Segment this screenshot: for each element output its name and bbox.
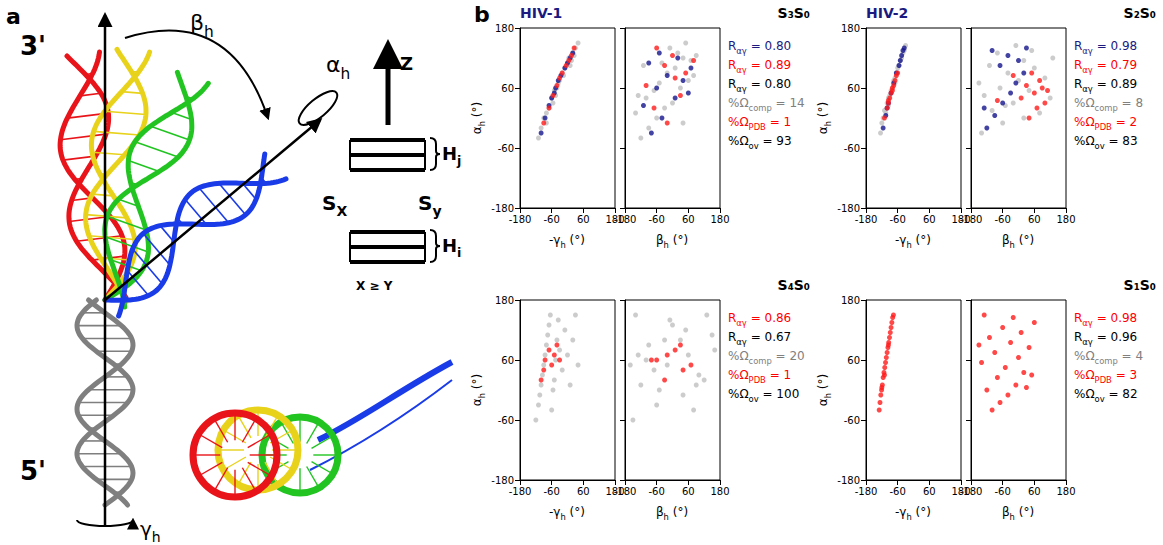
svg-text:180: 180 bbox=[710, 486, 729, 497]
svg-text:HIV-2: HIV-2 bbox=[866, 5, 908, 21]
svg-text:-γh (°): -γh (°) bbox=[549, 233, 585, 250]
svg-text:S₄S₀: S₄S₀ bbox=[778, 277, 810, 293]
svg-text:-180: -180 bbox=[491, 475, 514, 486]
svg-text:%Ωov = 100: %Ωov = 100 bbox=[728, 387, 799, 404]
svg-text:HIV-1: HIV-1 bbox=[520, 5, 562, 21]
svg-text:Rαγ = 0.80: Rαγ = 0.80 bbox=[728, 39, 791, 56]
svg-text:αh (°): αh (°) bbox=[816, 374, 833, 406]
svg-text:-180: -180 bbox=[614, 214, 637, 225]
svg-text:5': 5' bbox=[20, 456, 46, 486]
svg-text:S₂S₀: S₂S₀ bbox=[1124, 5, 1156, 21]
svg-text:βh: βh bbox=[190, 10, 214, 41]
svg-text:-γh (°): -γh (°) bbox=[895, 233, 931, 250]
svg-text:180: 180 bbox=[1056, 214, 1075, 225]
svg-text:-60: -60 bbox=[543, 214, 559, 225]
svg-text:Hi: Hi bbox=[442, 235, 461, 260]
svg-text:%Ωov = 82: %Ωov = 82 bbox=[1074, 387, 1138, 404]
svg-text:-180: -180 bbox=[837, 475, 860, 486]
svg-text:%Ωov = 93: %Ωov = 93 bbox=[728, 134, 792, 151]
svg-text:%Ωcomp = 4: %Ωcomp = 4 bbox=[1074, 349, 1143, 366]
svg-text:-γh (°): -γh (°) bbox=[549, 505, 585, 522]
svg-text:Rαγ = 0.89: Rαγ = 0.89 bbox=[1074, 77, 1137, 94]
svg-text:60: 60 bbox=[847, 355, 860, 366]
svg-text:αh (°): αh (°) bbox=[470, 102, 487, 134]
svg-text:αh (°): αh (°) bbox=[470, 374, 487, 406]
svg-text:180: 180 bbox=[1056, 486, 1075, 497]
svg-text:Sy: Sy bbox=[418, 191, 442, 219]
svg-text:-60: -60 bbox=[498, 415, 514, 426]
svg-text:αh: αh bbox=[326, 52, 350, 83]
svg-text:βh (°): βh (°) bbox=[1002, 233, 1034, 250]
svg-text:Z: Z bbox=[400, 53, 413, 74]
svg-text:60: 60 bbox=[501, 355, 514, 366]
svg-text:a: a bbox=[6, 4, 21, 29]
svg-text:S₃S₀: S₃S₀ bbox=[778, 5, 810, 21]
svg-text:-60: -60 bbox=[648, 214, 664, 225]
svg-text:%ΩPDB = 3: %ΩPDB = 3 bbox=[1074, 368, 1137, 385]
svg-text:-60: -60 bbox=[844, 415, 860, 426]
svg-text:-60: -60 bbox=[498, 143, 514, 154]
svg-text:-180: -180 bbox=[960, 214, 983, 225]
svg-text:-60: -60 bbox=[844, 143, 860, 154]
svg-text:-180: -180 bbox=[855, 214, 878, 225]
svg-text:180: 180 bbox=[495, 295, 514, 306]
svg-text:Rαγ = 0.86: Rαγ = 0.86 bbox=[728, 311, 791, 328]
svg-text:-60: -60 bbox=[889, 214, 905, 225]
svg-text:Rαγ = 0.67: Rαγ = 0.67 bbox=[728, 330, 791, 347]
svg-text:180: 180 bbox=[710, 214, 729, 225]
svg-text:60: 60 bbox=[1028, 486, 1041, 497]
svg-text:-180: -180 bbox=[837, 203, 860, 214]
svg-text:60: 60 bbox=[682, 486, 695, 497]
svg-text:βh (°): βh (°) bbox=[656, 233, 688, 250]
svg-text:60: 60 bbox=[923, 214, 936, 225]
svg-text:60: 60 bbox=[501, 83, 514, 94]
svg-text:%ΩPDB = 1: %ΩPDB = 1 bbox=[728, 115, 791, 132]
svg-text:S₁S₀: S₁S₀ bbox=[1124, 277, 1156, 293]
svg-text:Rαγ = 0.98: Rαγ = 0.98 bbox=[1074, 39, 1137, 56]
svg-text:3': 3' bbox=[20, 31, 46, 61]
svg-text:-60: -60 bbox=[994, 214, 1010, 225]
svg-text:βh (°): βh (°) bbox=[656, 505, 688, 522]
svg-text:%Ωcomp = 20: %Ωcomp = 20 bbox=[728, 349, 805, 366]
svg-text:60: 60 bbox=[847, 83, 860, 94]
svg-text:60: 60 bbox=[1028, 214, 1041, 225]
svg-text:γh: γh bbox=[140, 517, 161, 545]
svg-text:60: 60 bbox=[682, 214, 695, 225]
svg-text:Hj: Hj bbox=[442, 143, 461, 168]
svg-text:Rαγ = 0.79: Rαγ = 0.79 bbox=[1074, 58, 1137, 75]
svg-text:SX: SX bbox=[322, 191, 347, 219]
svg-text:%ΩPDB = 2: %ΩPDB = 2 bbox=[1074, 115, 1137, 132]
svg-text:-180: -180 bbox=[509, 214, 532, 225]
svg-text:-60: -60 bbox=[543, 486, 559, 497]
svg-text:60: 60 bbox=[923, 486, 936, 497]
svg-text:%Ωcomp = 8: %Ωcomp = 8 bbox=[1074, 96, 1143, 113]
svg-text:-180: -180 bbox=[509, 486, 532, 497]
svg-text:%Ωov = 83: %Ωov = 83 bbox=[1074, 134, 1138, 151]
svg-text:X ≥ Y: X ≥ Y bbox=[356, 279, 393, 293]
svg-text:180: 180 bbox=[841, 23, 860, 34]
svg-text:-180: -180 bbox=[491, 203, 514, 214]
svg-text:Rαγ = 0.96: Rαγ = 0.96 bbox=[1074, 330, 1137, 347]
svg-text:Rαγ = 0.89: Rαγ = 0.89 bbox=[728, 58, 791, 75]
svg-text:-180: -180 bbox=[855, 486, 878, 497]
svg-text:-60: -60 bbox=[994, 486, 1010, 497]
svg-text:-180: -180 bbox=[960, 486, 983, 497]
svg-text:60: 60 bbox=[577, 214, 590, 225]
svg-text:Rαγ = 0.80: Rαγ = 0.80 bbox=[728, 77, 791, 94]
svg-text:-60: -60 bbox=[889, 486, 905, 497]
svg-text:-180: -180 bbox=[614, 486, 637, 497]
svg-text:αh (°): αh (°) bbox=[816, 102, 833, 134]
svg-text:180: 180 bbox=[495, 23, 514, 34]
svg-text:60: 60 bbox=[577, 486, 590, 497]
svg-text:-γh (°): -γh (°) bbox=[895, 505, 931, 522]
svg-text:βh (°): βh (°) bbox=[1002, 505, 1034, 522]
svg-text:%ΩPDB = 1: %ΩPDB = 1 bbox=[728, 368, 791, 385]
svg-text:-60: -60 bbox=[648, 486, 664, 497]
svg-text:180: 180 bbox=[841, 295, 860, 306]
svg-text:b: b bbox=[474, 2, 490, 27]
svg-text:Rαγ = 0.98: Rαγ = 0.98 bbox=[1074, 311, 1137, 328]
svg-text:%Ωcomp = 14: %Ωcomp = 14 bbox=[728, 96, 805, 113]
